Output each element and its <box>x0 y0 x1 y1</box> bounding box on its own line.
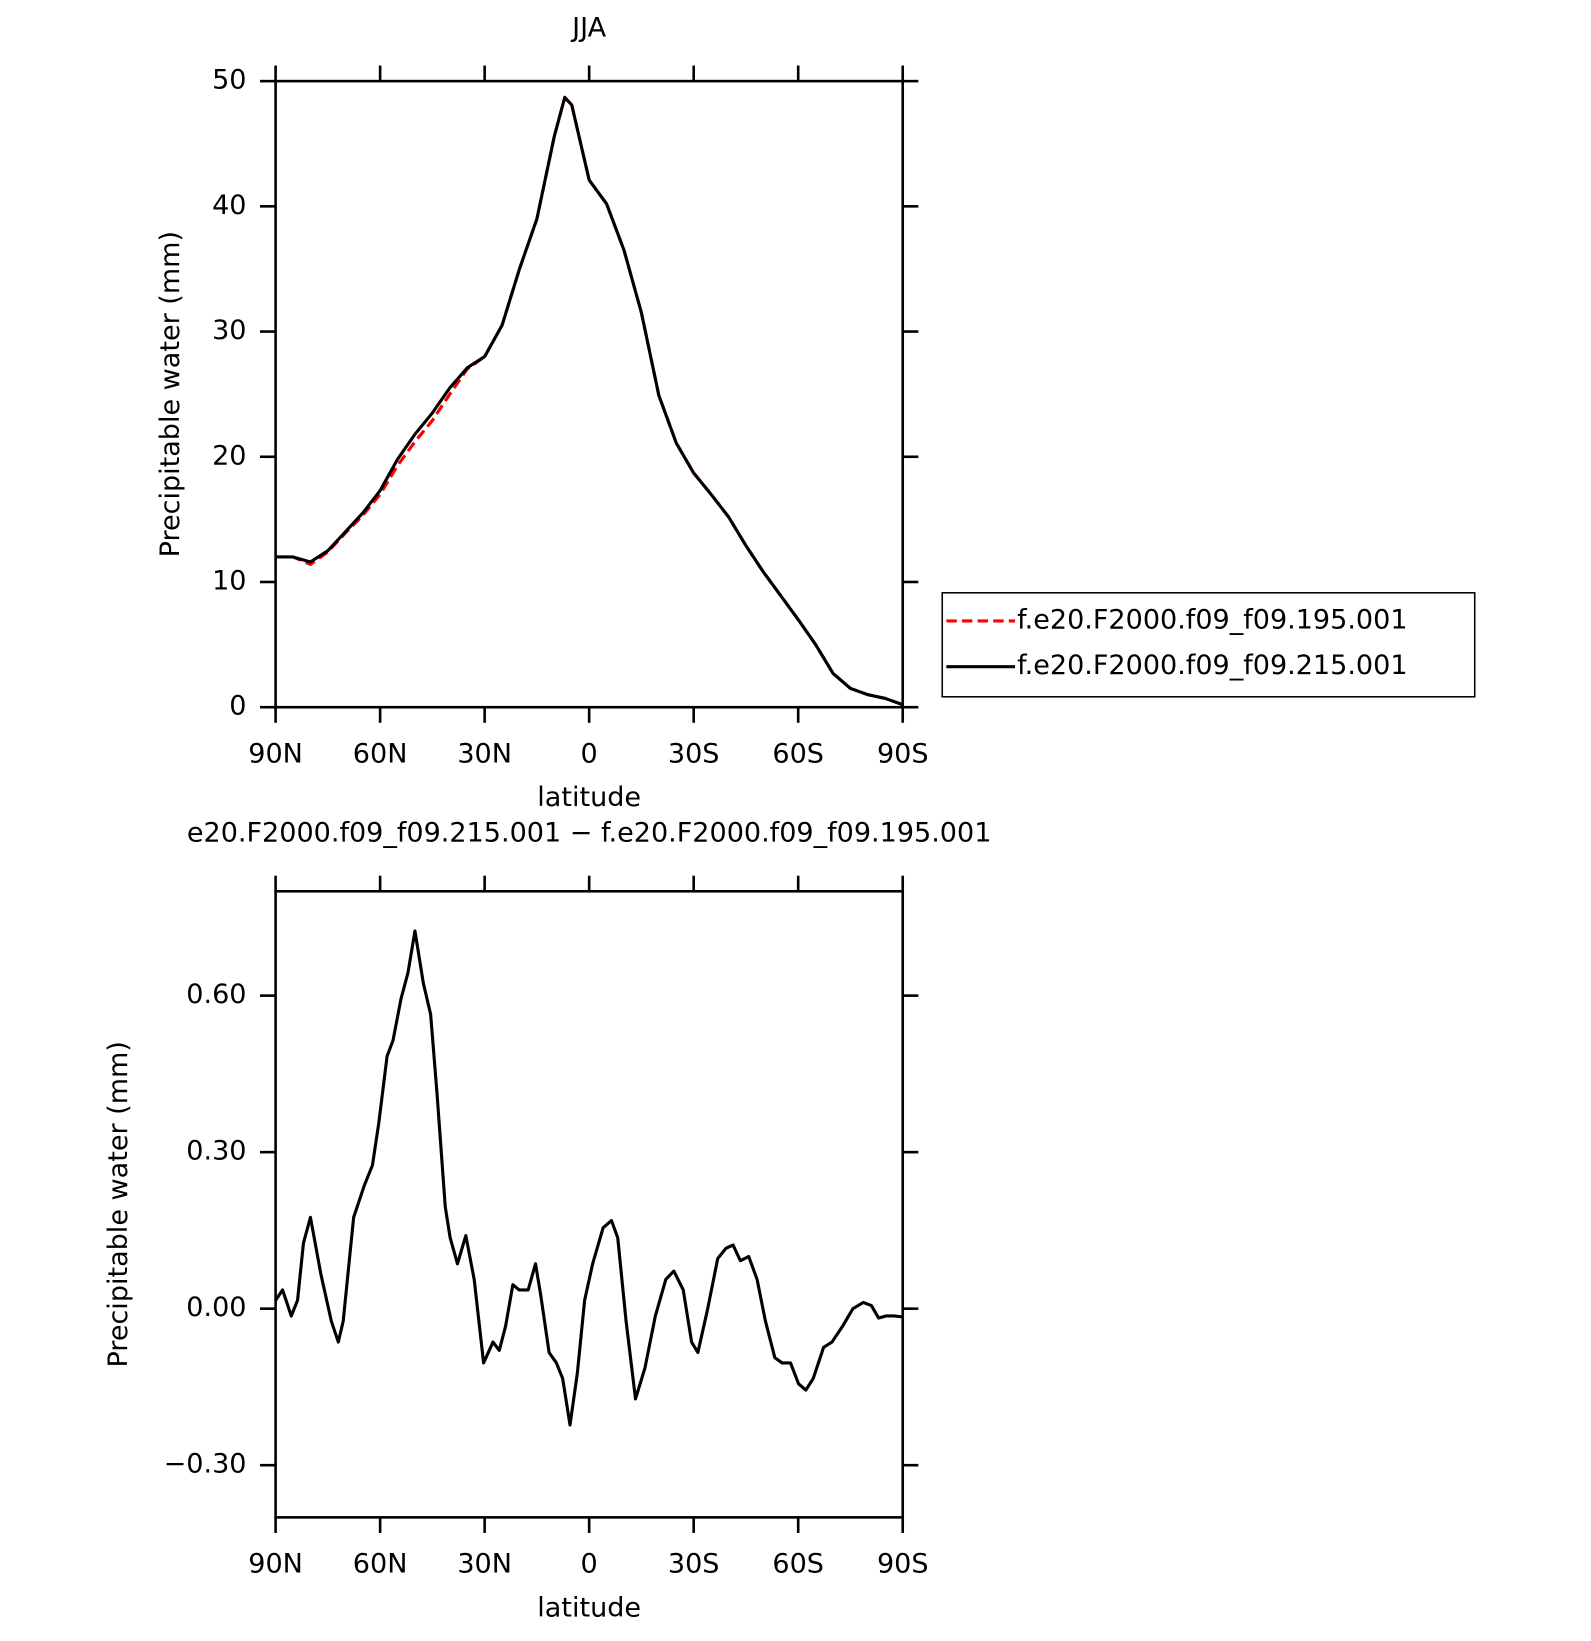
x-tick-label: 60N <box>353 739 408 770</box>
x-tick-label: 30N <box>457 739 512 770</box>
data-line <box>275 95 904 707</box>
chart-title: e20.F2000.f09_f09.215.001 − f.e20.F2000.… <box>187 818 992 849</box>
x-tick-label: 90S <box>877 1549 929 1580</box>
chart-title: JJA <box>570 13 606 44</box>
y-axis-label: Precipitable water (mm) <box>155 231 186 557</box>
y-tick-label: 0.30 <box>186 1136 246 1167</box>
y-axis-label: Precipitable water (mm) <box>103 1041 134 1367</box>
y-tick-label: 0.60 <box>186 979 246 1010</box>
y-tick-label: 30 <box>212 315 246 346</box>
legend-box <box>941 592 1476 698</box>
x-tick-label: 0 <box>581 1549 598 1580</box>
x-tick-label: 60S <box>772 739 824 770</box>
x-axis-label: latitude <box>537 1592 641 1623</box>
x-tick-label: 30N <box>457 1549 512 1580</box>
x-tick-label: 90S <box>877 739 929 770</box>
plot-area: JJA latitude Precipitable water (mm) 90N 60N… <box>103 13 1476 1623</box>
plot-frame <box>274 79 905 709</box>
x-tick-label: 30S <box>668 739 720 770</box>
x-tick-label: 90N <box>248 739 303 770</box>
plot-frame <box>274 889 905 1519</box>
y-tick-label: 40 <box>212 190 246 221</box>
data-line <box>275 95 904 707</box>
x-tick-label: 60S <box>772 1549 824 1580</box>
x-tick-label: 30S <box>668 1549 720 1580</box>
x-tick-label: 0 <box>581 739 598 770</box>
data-line <box>274 929 903 1427</box>
x-tick-label: 60N <box>353 1549 408 1580</box>
y-tick-label: 10 <box>212 565 246 596</box>
y-tick-label: 20 <box>212 440 246 471</box>
y-tick-label: 0.00 <box>186 1292 246 1323</box>
y-tick-label: 50 <box>212 65 246 96</box>
legend-label: f.e20.F2000.f09_f09.215.001 <box>1017 650 1407 681</box>
legend-label: f.e20.F2000.f09_f09.195.001 <box>1017 604 1407 635</box>
y-tick-label: −0.30 <box>164 1449 247 1480</box>
x-tick-label: 90N <box>248 1549 303 1580</box>
x-axis-label: latitude <box>537 782 641 813</box>
y-tick-label: 0 <box>229 691 246 722</box>
